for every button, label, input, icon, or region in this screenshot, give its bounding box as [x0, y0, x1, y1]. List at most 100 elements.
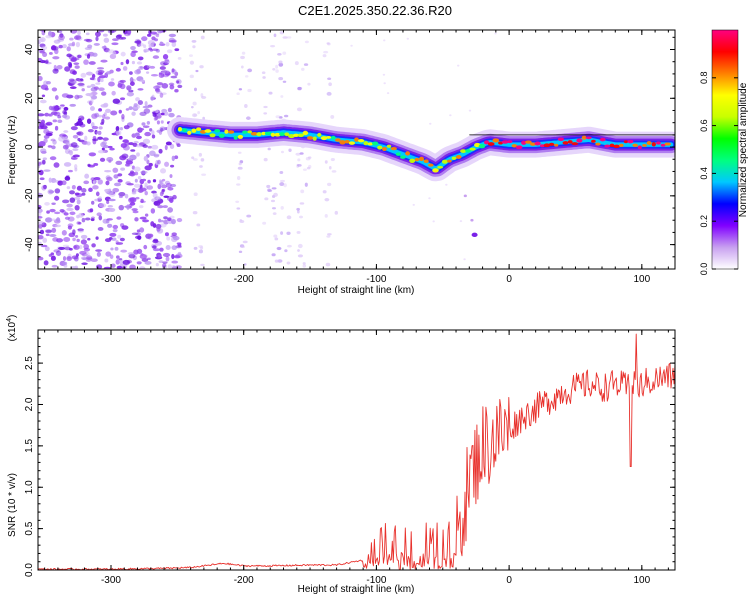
noise-speckle: [137, 56, 144, 61]
ridge-hotspot: [381, 146, 387, 152]
noise-speckle: [170, 75, 178, 79]
noise-speckle: [64, 246, 71, 251]
noise-speckle: [150, 208, 156, 214]
noise-speckle: [246, 214, 252, 218]
noise-speckle: [326, 182, 332, 187]
noise-speckle: [72, 148, 79, 151]
noise-speckle: [193, 87, 197, 92]
ridge-hotspot: [339, 140, 346, 145]
noise-speckle: [199, 165, 203, 168]
ridge-hotspot: [242, 130, 248, 134]
noise-speckle: [152, 248, 161, 252]
noise-speckle: [142, 125, 150, 129]
noise-speckle: [40, 119, 45, 125]
noise-speckle: [278, 62, 284, 67]
snr-y-tick: 0.5: [24, 521, 35, 535]
noise-speckle: [69, 37, 74, 41]
noise-speckle: [237, 151, 242, 154]
noise-speckle: [122, 66, 128, 71]
noise-speckle: [235, 200, 240, 203]
noise-speckle: [97, 227, 104, 231]
noise-speckle: [167, 107, 172, 113]
ridge-hotspot: [390, 147, 397, 151]
ridge-hotspot: [437, 165, 444, 169]
colorbar-tick: 0.2: [699, 215, 709, 228]
noise-speckle: [115, 130, 122, 136]
noise-speckle: [177, 251, 182, 256]
noise-speckle: [286, 261, 291, 265]
noise-speckle: [40, 125, 48, 130]
noise-speckle: [200, 93, 204, 98]
noise-speckle: [147, 33, 152, 37]
ridge-hotspot: [317, 132, 322, 137]
noise-speckle: [75, 41, 81, 48]
snr-x-tick: -300: [101, 575, 121, 586]
noise-speckle: [167, 264, 172, 269]
noise-speckle: [118, 195, 123, 199]
noise-speckle: [158, 179, 162, 185]
noise-speckle: [139, 66, 143, 69]
noise-speckle: [278, 76, 284, 81]
noise-speckle: [95, 130, 102, 135]
noise-speckle: [91, 243, 96, 248]
noise-speckle: [39, 99, 47, 104]
noise-speckle: [41, 94, 46, 98]
noise-speckle: [43, 169, 51, 172]
noise-speckle: [74, 94, 80, 100]
noise-speckle: [100, 59, 108, 63]
noise-speckle: [96, 251, 101, 257]
noise-speckle: [192, 45, 196, 49]
spectrogram-x-tick: -200: [234, 274, 254, 285]
noise-speckle: [98, 203, 107, 208]
noise-speckle: [326, 235, 331, 238]
noise-speckle: [113, 182, 122, 187]
noise-speckle: [136, 144, 142, 148]
ridge-hotspot: [576, 138, 583, 143]
noise-speckle: [83, 247, 91, 252]
noise-speckle: [268, 91, 273, 95]
noise-speckle: [143, 244, 148, 250]
noise-speckle: [323, 50, 329, 54]
ridge-hotspot: [264, 131, 272, 135]
spectrogram-x-tick: -100: [366, 274, 386, 285]
snr-chart: -300 -200 -100 0 100 0.0 0.5 1.0 1.5 2.0 2.5 Heigh…: [6, 315, 676, 595]
noise-speckle: [197, 110, 201, 115]
noise-speckle: [157, 30, 163, 34]
noise-speckle: [140, 198, 144, 203]
noise-speckle: [42, 237, 48, 243]
noise-speckle: [111, 263, 116, 268]
noise-speckle: [198, 249, 204, 254]
noise-speckle: [146, 65, 151, 69]
noise-speckle: [86, 85, 91, 89]
noise-speckle: [238, 250, 243, 254]
ridge-hotspot: [585, 136, 592, 140]
ridge-hotspot: [428, 163, 434, 167]
snr-y-tick: 0.0: [24, 563, 35, 577]
noise-speckle: [237, 166, 243, 170]
noise-speckle: [116, 216, 122, 220]
noise-speckle: [274, 237, 279, 241]
noise-speckle: [271, 207, 276, 210]
noise-speckle: [114, 246, 119, 251]
noise-speckle: [295, 152, 301, 156]
noise-speckle: [120, 51, 126, 57]
noise-speckle: [138, 205, 144, 209]
noise-speckle: [139, 266, 146, 269]
noise-speckle: [109, 192, 116, 197]
noise-speckle: [142, 178, 147, 182]
noise-speckle: [279, 182, 285, 187]
noise-speckle: [87, 163, 91, 167]
noise-speckle: [38, 119, 41, 123]
noise-speckle: [113, 174, 119, 179]
noise-speckle: [273, 192, 278, 197]
noise-speckle: [67, 43, 75, 47]
noise-speckle: [43, 80, 48, 86]
noise-speckle: [122, 139, 129, 143]
noise-speckle: [263, 112, 268, 115]
noise-speckle: [42, 157, 48, 161]
noise-speckle: [116, 265, 123, 269]
noise-speckle: [76, 199, 81, 205]
noise-speckle: [165, 42, 170, 47]
spectrogram-y-label: Frequency (Hz): [7, 116, 18, 185]
